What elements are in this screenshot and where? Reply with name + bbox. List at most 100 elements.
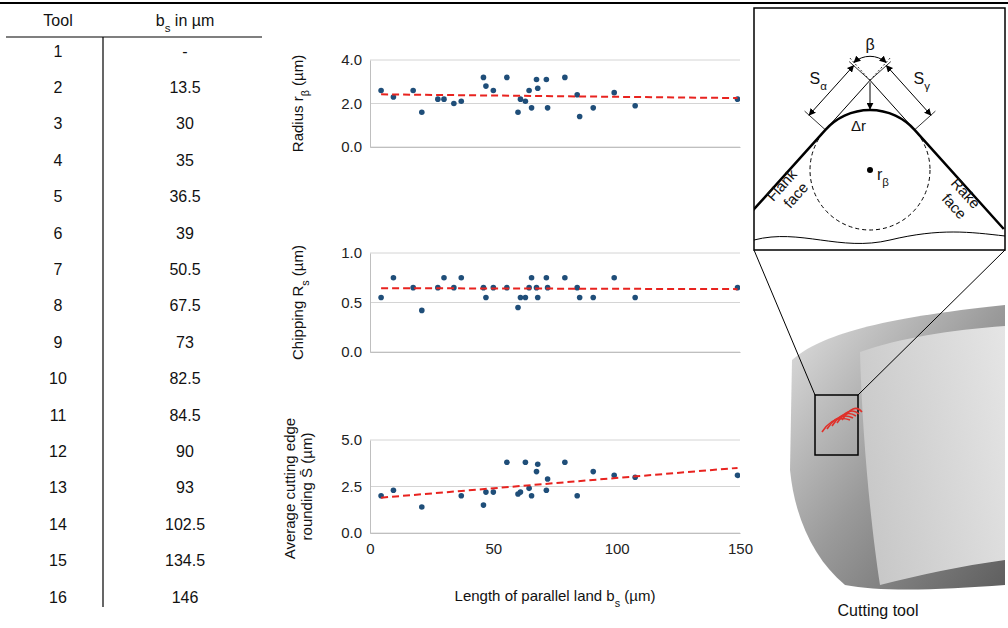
tick-label: 2.0 bbox=[341, 95, 362, 112]
tick-label: 100 bbox=[605, 540, 630, 557]
data-point bbox=[735, 473, 740, 479]
trend-line bbox=[381, 287, 737, 290]
table-cell: 102.5 bbox=[165, 516, 205, 533]
diagram-label: Sα bbox=[810, 70, 828, 92]
data-point bbox=[535, 461, 541, 467]
data-point bbox=[518, 96, 524, 102]
figure: Toolbs in µm1-213.5330435536.5639750.586… bbox=[0, 0, 1008, 628]
edge-profile bbox=[754, 110, 1004, 229]
caption: Cutting tool bbox=[838, 602, 919, 619]
data-point bbox=[441, 275, 447, 281]
data-point bbox=[491, 88, 497, 94]
table-cell: 50.5 bbox=[169, 261, 200, 278]
data-point bbox=[518, 295, 524, 301]
data-point bbox=[562, 75, 568, 81]
x-tick: 150 bbox=[728, 533, 753, 557]
table-cell: 90 bbox=[176, 443, 194, 460]
axis-line bbox=[371, 352, 741, 353]
diagram-frame bbox=[754, 8, 1005, 250]
y-tick: 0.5 bbox=[341, 294, 370, 311]
edge-diagram: SαSγβΔrrβFlank faceRake face bbox=[736, 8, 1005, 250]
table-cell: 13.5 bbox=[169, 79, 200, 96]
data-point bbox=[526, 88, 532, 94]
axis-line bbox=[371, 147, 741, 148]
table-cell: 12 bbox=[49, 443, 67, 460]
table-cell: 11 bbox=[50, 407, 67, 424]
data-point bbox=[410, 88, 416, 94]
zoom-line bbox=[858, 250, 1005, 395]
column-header: bs in µm bbox=[156, 12, 215, 34]
grid-line bbox=[370, 302, 740, 303]
axis-line bbox=[370, 254, 371, 353]
tick-label: 5.0 bbox=[341, 431, 362, 448]
grid-line bbox=[370, 60, 740, 61]
table-cell: 16 bbox=[49, 589, 67, 606]
table-cell: 4 bbox=[54, 152, 63, 169]
data-point bbox=[441, 96, 447, 102]
chart-panel: 0.00.51.0Chipping Rs (µm) bbox=[289, 244, 740, 360]
trend-line bbox=[381, 468, 737, 498]
extension-line bbox=[870, 57, 891, 81]
tool-body bbox=[790, 305, 1005, 590]
x-axis bbox=[371, 352, 741, 353]
center-dot bbox=[867, 167, 873, 173]
table-cell: 13 bbox=[49, 479, 67, 496]
data-point bbox=[590, 469, 596, 475]
data-point bbox=[632, 295, 638, 301]
diagram-label: β bbox=[865, 36, 874, 53]
face-label: Flank face bbox=[763, 163, 816, 216]
table-cell: 7 bbox=[54, 261, 63, 278]
data-point bbox=[491, 489, 497, 495]
diagram-label: Δr bbox=[851, 117, 866, 134]
y-tick: 0.0 bbox=[341, 343, 370, 360]
data-point bbox=[483, 295, 489, 301]
data-point bbox=[483, 489, 489, 495]
angle-arc bbox=[854, 56, 886, 62]
data-point bbox=[391, 487, 397, 493]
data-point bbox=[590, 295, 596, 301]
table-cell: 9 bbox=[54, 334, 63, 351]
data-point bbox=[523, 99, 529, 105]
table-cell: 39 bbox=[176, 225, 194, 242]
data-point bbox=[451, 101, 457, 107]
table: Toolbs in µm1-213.5330435536.5639750.586… bbox=[6, 12, 262, 607]
face-label: Rake face bbox=[935, 174, 987, 226]
axis-title: Average cutting edge rounding S̄ (µm) bbox=[281, 414, 315, 560]
tick-label: 0.0 bbox=[341, 524, 362, 541]
rule bbox=[6, 36, 262, 37]
data-point bbox=[611, 90, 617, 96]
x-tick: 0 bbox=[366, 533, 374, 557]
table-cell: 1 bbox=[54, 43, 63, 60]
extension-line bbox=[849, 62, 870, 81]
table-cell: 8 bbox=[54, 297, 63, 314]
data-point bbox=[504, 75, 510, 81]
data-point bbox=[577, 295, 583, 301]
trend-line bbox=[381, 94, 737, 98]
extension-line bbox=[915, 111, 936, 130]
table-cell: 67.5 bbox=[169, 297, 200, 314]
tick-label: 4.0 bbox=[341, 51, 362, 68]
axis-line bbox=[371, 533, 741, 534]
table-cell: 5 bbox=[54, 188, 63, 205]
table-cell: 6 bbox=[54, 225, 63, 242]
data-point bbox=[458, 275, 464, 281]
data-point bbox=[574, 493, 580, 499]
table-cell: 146 bbox=[172, 589, 199, 606]
radius-circle bbox=[810, 110, 930, 230]
grid-line bbox=[370, 103, 740, 104]
x-tick: 100 bbox=[605, 533, 630, 557]
data-point bbox=[545, 105, 551, 111]
y-tick: 2.5 bbox=[341, 478, 370, 495]
grid-line bbox=[370, 440, 740, 441]
grid-line bbox=[370, 533, 740, 534]
tool-outline bbox=[754, 232, 1005, 243]
data-point bbox=[529, 105, 535, 111]
data-point bbox=[535, 85, 541, 91]
tick-label: 1.0 bbox=[341, 244, 362, 261]
data-point bbox=[378, 88, 384, 94]
tick-label: 0.0 bbox=[341, 138, 362, 155]
grid-line bbox=[370, 486, 740, 487]
tool-illustration: Cutting tool bbox=[754, 250, 1005, 619]
y-axis: 0.0 2.5 5.0 bbox=[341, 431, 370, 541]
table-cell: 35 bbox=[176, 152, 194, 169]
